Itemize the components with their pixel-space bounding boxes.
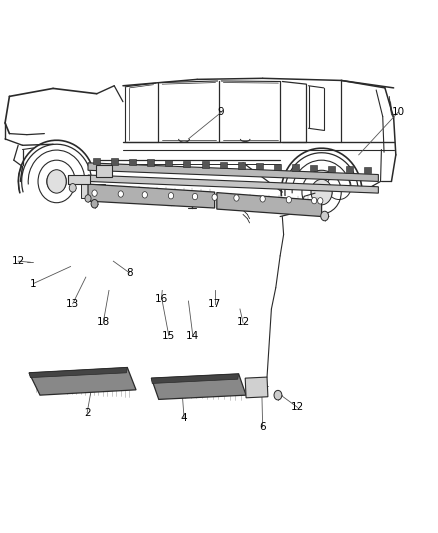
Polygon shape xyxy=(201,161,208,167)
Circle shape xyxy=(69,183,76,192)
Polygon shape xyxy=(88,163,378,181)
Circle shape xyxy=(260,196,265,202)
Circle shape xyxy=(212,194,217,200)
Circle shape xyxy=(47,169,66,193)
Polygon shape xyxy=(292,164,299,171)
Text: 15: 15 xyxy=(162,330,175,341)
Circle shape xyxy=(311,197,317,204)
Polygon shape xyxy=(274,164,281,170)
Polygon shape xyxy=(184,160,191,167)
Circle shape xyxy=(118,191,124,197)
Text: 4: 4 xyxy=(181,413,187,423)
Polygon shape xyxy=(364,167,371,173)
Polygon shape xyxy=(238,163,244,169)
Circle shape xyxy=(142,192,148,198)
Polygon shape xyxy=(245,377,268,398)
Text: 12: 12 xyxy=(237,317,250,327)
Text: 17: 17 xyxy=(208,298,221,309)
Circle shape xyxy=(85,195,91,202)
Circle shape xyxy=(286,197,291,203)
Text: 12: 12 xyxy=(291,402,304,413)
Text: 2: 2 xyxy=(84,408,91,418)
Polygon shape xyxy=(217,192,321,216)
Circle shape xyxy=(192,193,198,200)
Text: 12: 12 xyxy=(11,256,25,266)
Polygon shape xyxy=(219,162,226,168)
Polygon shape xyxy=(310,165,317,171)
Text: 10: 10 xyxy=(392,107,405,117)
Polygon shape xyxy=(166,160,173,166)
Polygon shape xyxy=(151,374,239,383)
Polygon shape xyxy=(328,166,335,172)
Polygon shape xyxy=(96,165,112,177)
Text: 8: 8 xyxy=(126,268,133,278)
Polygon shape xyxy=(29,368,136,395)
Polygon shape xyxy=(151,374,246,399)
Polygon shape xyxy=(68,175,90,184)
Text: 14: 14 xyxy=(186,330,199,341)
Polygon shape xyxy=(111,158,118,165)
Circle shape xyxy=(321,211,328,221)
Circle shape xyxy=(274,390,282,400)
Polygon shape xyxy=(88,175,378,193)
Circle shape xyxy=(318,198,323,204)
Text: 18: 18 xyxy=(97,317,110,327)
Text: 9: 9 xyxy=(218,107,225,117)
Polygon shape xyxy=(88,184,215,208)
Circle shape xyxy=(168,192,173,199)
Text: 16: 16 xyxy=(155,294,168,304)
Polygon shape xyxy=(148,159,154,166)
Polygon shape xyxy=(93,158,100,164)
Text: 1: 1 xyxy=(30,279,37,288)
Polygon shape xyxy=(81,184,106,198)
Text: 6: 6 xyxy=(259,422,266,432)
Circle shape xyxy=(234,195,239,201)
Polygon shape xyxy=(129,159,136,165)
Circle shape xyxy=(311,179,332,205)
Polygon shape xyxy=(346,166,353,173)
Circle shape xyxy=(91,199,98,208)
Polygon shape xyxy=(29,368,127,377)
Circle shape xyxy=(92,190,97,196)
Polygon shape xyxy=(256,163,263,169)
Text: 13: 13 xyxy=(66,298,79,309)
